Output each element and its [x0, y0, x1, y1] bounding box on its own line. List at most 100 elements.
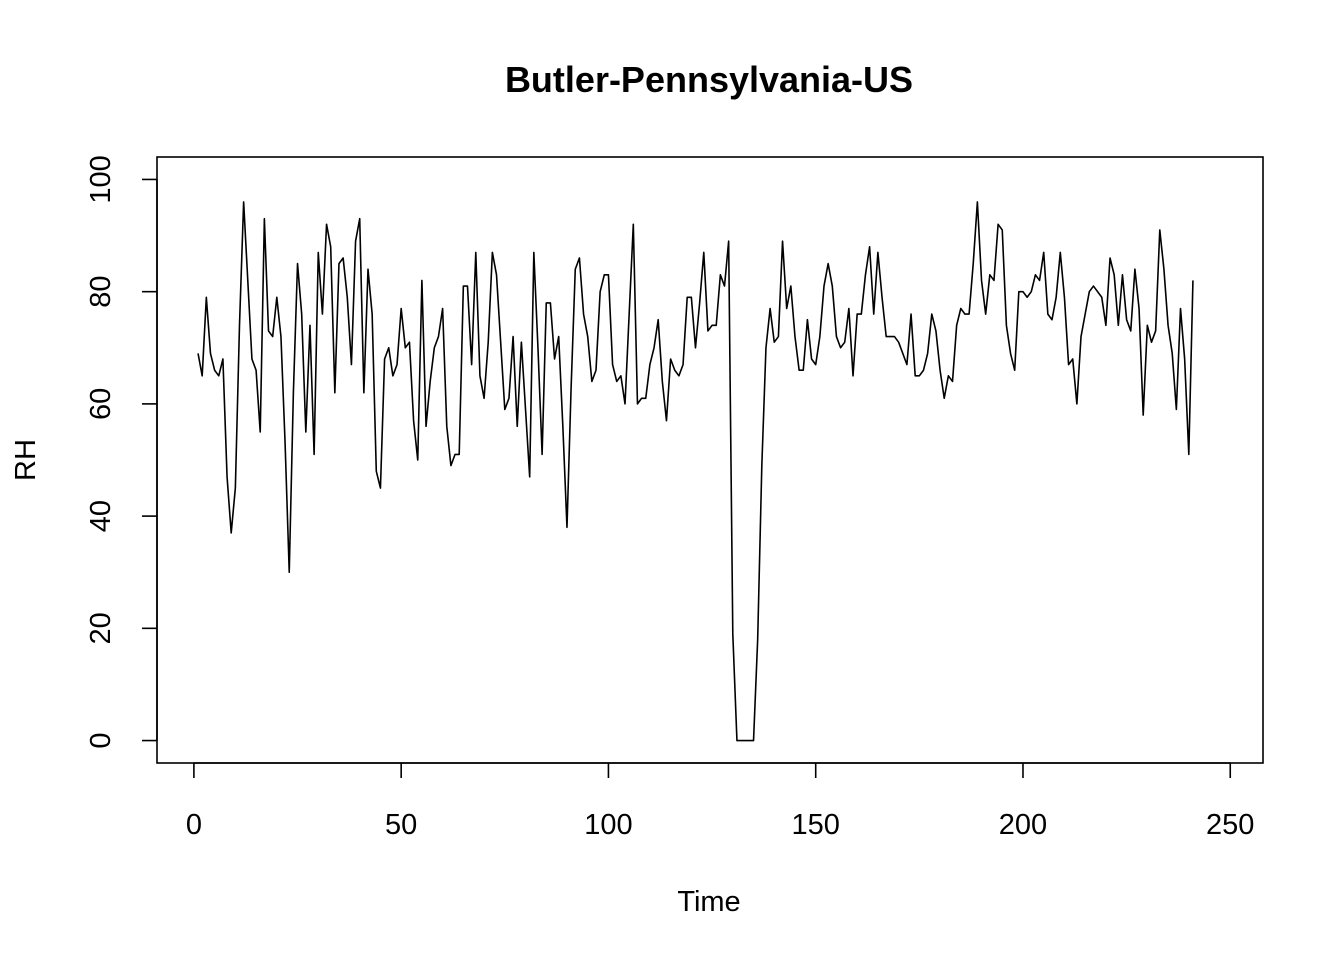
data-point	[690, 296, 692, 298]
y-tick-label: 60	[85, 388, 117, 420]
data-point	[1072, 358, 1074, 360]
data-point	[1113, 274, 1115, 276]
data-point	[491, 251, 493, 253]
data-point	[719, 274, 721, 276]
data-point	[516, 425, 518, 427]
data-point	[446, 425, 448, 427]
data-point	[848, 308, 850, 310]
data-point	[624, 403, 626, 405]
data-point	[330, 246, 332, 248]
x-tick-label: 150	[792, 809, 840, 841]
data-point	[715, 324, 717, 326]
data-point	[686, 296, 688, 298]
data-point	[786, 308, 788, 310]
data-point	[367, 268, 369, 270]
y-tick-label: 0	[85, 732, 117, 748]
data-point	[549, 302, 551, 304]
data-point	[400, 308, 402, 310]
data-point	[748, 740, 750, 742]
data-point	[313, 453, 315, 455]
data-point	[935, 330, 937, 332]
data-point	[939, 369, 941, 371]
data-point	[831, 285, 833, 287]
data-point	[247, 279, 249, 281]
data-point	[305, 431, 307, 433]
data-point	[1138, 308, 1140, 310]
data-point	[1076, 403, 1078, 405]
data-point	[1022, 291, 1024, 293]
data-point	[1063, 296, 1065, 298]
data-point	[429, 380, 431, 382]
data-point	[653, 347, 655, 349]
data-point	[636, 403, 638, 405]
data-point	[1146, 324, 1148, 326]
data-point	[960, 308, 962, 310]
data-point	[790, 285, 792, 287]
data-point	[657, 319, 659, 321]
data-point	[616, 380, 618, 382]
data-point	[1043, 251, 1045, 253]
data-point	[893, 336, 895, 338]
data-point	[259, 431, 261, 433]
x-axis: 0 50 100 150 200 250	[186, 762, 1254, 841]
data-point	[661, 380, 663, 382]
data-point	[520, 341, 522, 343]
data-point	[1030, 291, 1032, 293]
data-point	[268, 330, 270, 332]
data-point	[989, 274, 991, 276]
data-point	[682, 364, 684, 366]
data-point	[479, 375, 481, 377]
data-point	[931, 313, 933, 315]
data-point	[222, 358, 224, 360]
data-point	[703, 251, 705, 253]
data-point	[811, 358, 813, 360]
data-point	[1039, 279, 1041, 281]
data-point	[554, 358, 556, 360]
data-point	[997, 223, 999, 225]
data-point	[1001, 229, 1003, 231]
data-point	[769, 308, 771, 310]
data-point	[815, 364, 817, 366]
data-point	[665, 420, 667, 422]
data-point	[288, 571, 290, 573]
data-point	[881, 296, 883, 298]
data-point	[877, 251, 879, 253]
data-point	[276, 296, 278, 298]
data-point	[674, 369, 676, 371]
data-point	[504, 409, 506, 411]
data-point	[777, 336, 779, 338]
data-point	[392, 375, 394, 377]
data-point	[728, 240, 730, 242]
data-point	[707, 330, 709, 332]
data-point	[404, 347, 406, 349]
data-point	[425, 425, 427, 427]
y-tick-label: 40	[85, 500, 117, 532]
data-point	[620, 375, 622, 377]
data-point	[985, 313, 987, 315]
data-point	[1175, 409, 1177, 411]
data-point	[408, 341, 410, 343]
data-point	[379, 487, 381, 489]
data-point	[205, 296, 207, 298]
data-point	[570, 386, 572, 388]
data-point	[641, 397, 643, 399]
data-point	[209, 352, 211, 354]
data-point	[947, 375, 949, 377]
data-point	[724, 285, 726, 287]
data-point	[450, 465, 452, 467]
data-point	[243, 201, 245, 203]
x-tick-label: 50	[385, 809, 417, 841]
data-point	[1010, 352, 1012, 354]
data-point	[338, 263, 340, 265]
data-point	[475, 251, 477, 253]
data-point	[533, 251, 535, 253]
data-point	[359, 218, 361, 220]
data-point	[284, 442, 286, 444]
data-point	[802, 369, 804, 371]
data-point	[1159, 229, 1161, 231]
data-point	[599, 291, 601, 293]
y-tick-label: 20	[85, 612, 117, 644]
data-point	[736, 740, 738, 742]
